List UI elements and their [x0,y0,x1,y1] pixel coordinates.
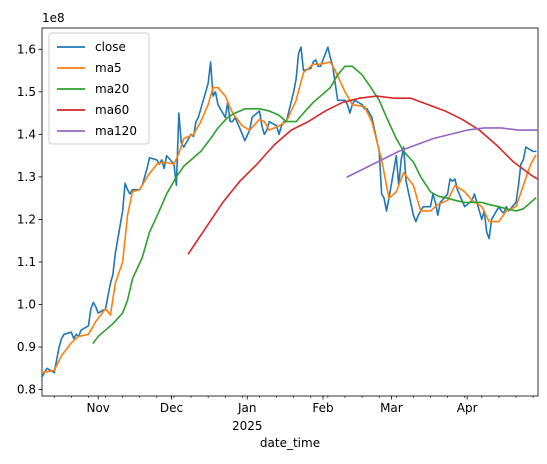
x-tick-label: Mar [380,401,403,415]
x-axis-year-label: 2025 [232,419,263,433]
plot-lines [42,46,538,378]
x-tick-label: Jan [237,401,257,415]
x-tick-label: Nov [86,401,109,415]
legend-box [48,32,150,145]
series-line-ma120 [346,127,538,178]
legend-label-close: close [95,40,126,54]
y-tick-label: 1.4 [17,127,36,141]
x-tick-label: Feb [312,401,333,415]
series-line-close [42,46,537,378]
y-tick-label: 1.6 [17,42,36,56]
y-tick-label: 1.0 [17,298,36,312]
legend: close ma5 ma20 ma60 ma120 [48,32,150,145]
y-axis-ticks: 0.8 0.9 1.0 1.1 1.2 1.3 1.4 1.5 1.6 [17,42,42,397]
y-tick-label: 1.2 [17,212,36,226]
y-tick-label: 0.9 [17,340,36,354]
y-axis-multiplier: 1e8 [42,11,65,25]
y-tick-label: 1.1 [17,255,36,269]
x-tick-label: Dec [160,401,183,415]
legend-label-ma60: ma60 [95,103,129,117]
x-axis-label: date_time [260,436,320,450]
series-line-ma20 [92,65,537,344]
series-line-ma60 [187,95,538,255]
legend-label-ma5: ma5 [95,61,122,75]
y-tick-label: 0.8 [17,383,36,397]
series-line-ma5 [42,61,537,374]
y-tick-label: 1.5 [17,85,36,99]
x-axis-ticks: Nov Dec Jan Feb Mar Apr [53,396,534,415]
y-tick-label: 1.3 [17,170,36,184]
legend-label-ma20: ma20 [95,82,129,96]
x-tick-label: Apr [457,401,478,415]
legend-label-ma120: ma120 [95,124,137,138]
